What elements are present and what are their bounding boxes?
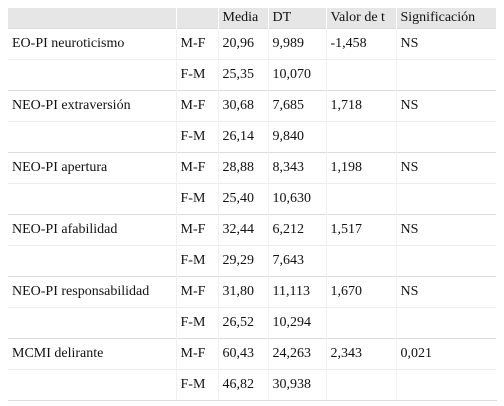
row-dt: 8,343 [268,151,327,183]
row-dt: 10,070 [268,58,327,90]
row-significance [396,58,497,90]
row-media: 32,44 [218,213,269,245]
row-media: 28,88 [218,151,269,183]
row-label [8,306,177,338]
table-body: EO-PI neuroticismo M-F 20,96 9,989 -1,458 NS F… [8,27,497,401]
row-t-value: 1,718 [326,89,397,121]
table-row: F-M 26,14 9,840 [8,120,497,152]
row-t-value: 2,343 [326,337,397,369]
row-dt: 10,294 [268,306,327,338]
header-sex [176,8,219,28]
row-sex-order: M-F [176,213,219,245]
table-row: NEO-PI responsabilidad M-F 31,80 11,113 1,67… [8,275,497,307]
row-t-value: 1,198 [326,151,397,183]
results-table: Media DT Valor de t Significación EO-PI … [8,8,497,401]
row-sex-order: M-F [176,27,219,59]
row-media: 30,68 [218,89,269,121]
row-label: NEO-PI responsabilidad [8,275,177,307]
row-significance [396,368,497,401]
table-row: F-M 46,82 30,938 [8,368,497,401]
row-t-value [326,244,397,276]
row-significance: NS [396,89,497,121]
row-sex-order: F-M [176,120,219,152]
table-row: NEO-PI apertura M-F 28,88 8,343 1,198 NS [8,151,497,183]
row-sex-order: M-F [176,89,219,121]
row-label: NEO-PI apertura [8,151,177,183]
header-t-value: Valor de t [326,8,397,28]
row-media: 26,14 [218,120,269,152]
row-significance: NS [396,27,497,59]
row-label [8,244,177,276]
row-media: 25,35 [218,58,269,90]
row-sex-order: F-M [176,182,219,214]
row-media: 31,80 [218,275,269,307]
row-media: 25,40 [218,182,269,214]
table-row: F-M 29,29 7,643 [8,244,497,276]
row-significance: NS [396,275,497,307]
row-sex-order: F-M [176,58,219,90]
row-media: 26,52 [218,306,269,338]
row-sex-order: F-M [176,368,219,401]
row-dt: 9,989 [268,27,327,59]
table-row: F-M 26,52 10,294 [8,306,497,338]
row-dt: 6,212 [268,213,327,245]
row-dt: 10,630 [268,182,327,214]
header-dt: DT [268,8,327,28]
row-significance [396,306,497,338]
table-row: F-M 25,40 10,630 [8,182,497,214]
row-sex-order: F-M [176,306,219,338]
row-media: 60,43 [218,337,269,369]
row-t-value [326,368,397,401]
row-media: 20,96 [218,27,269,59]
row-t-value [326,120,397,152]
row-significance: NS [396,213,497,245]
row-t-value: 1,670 [326,275,397,307]
row-label [8,368,177,401]
header-label [8,8,177,28]
table-row: NEO-PI afabilidad M-F 32,44 6,212 1,517 NS [8,213,497,245]
row-sex-order: M-F [176,275,219,307]
row-sex-order: M-F [176,337,219,369]
row-label: NEO-PI extraversión [8,89,177,121]
row-label [8,58,177,90]
row-significance [396,182,497,214]
row-t-value [326,58,397,90]
row-label: MCMI delirante [8,337,177,369]
row-dt: 11,113 [268,275,327,307]
row-label [8,182,177,214]
table-row: NEO-PI extraversión M-F 30,68 7,685 1,718 NS [8,89,497,121]
row-significance: NS [396,151,497,183]
row-sex-order: F-M [176,244,219,276]
row-dt: 9,840 [268,120,327,152]
row-sex-order: M-F [176,151,219,183]
row-t-value [326,182,397,214]
row-dt: 7,685 [268,89,327,121]
header-significance: Significación [396,8,497,28]
row-t-value: -1,458 [326,27,397,59]
row-significance [396,120,497,152]
row-dt: 7,643 [268,244,327,276]
table-row: EO-PI neuroticismo M-F 20,96 9,989 -1,458 NS [8,27,497,59]
row-label: EO-PI neuroticismo [8,27,177,59]
table-row: MCMI delirante M-F 60,43 24,263 2,343 0,021 [8,337,497,369]
table-row: F-M 25,35 10,070 [8,58,497,90]
row-significance: 0,021 [396,337,497,369]
header-media: Media [218,8,269,28]
row-t-value [326,306,397,338]
row-media: 29,29 [218,244,269,276]
row-label: NEO-PI afabilidad [8,213,177,245]
row-media: 46,82 [218,368,269,401]
row-t-value: 1,517 [326,213,397,245]
row-dt: 24,263 [268,337,327,369]
header-row: Media DT Valor de t Significación [8,8,497,28]
row-label [8,120,177,152]
row-significance [396,244,497,276]
row-dt: 30,938 [268,368,327,401]
